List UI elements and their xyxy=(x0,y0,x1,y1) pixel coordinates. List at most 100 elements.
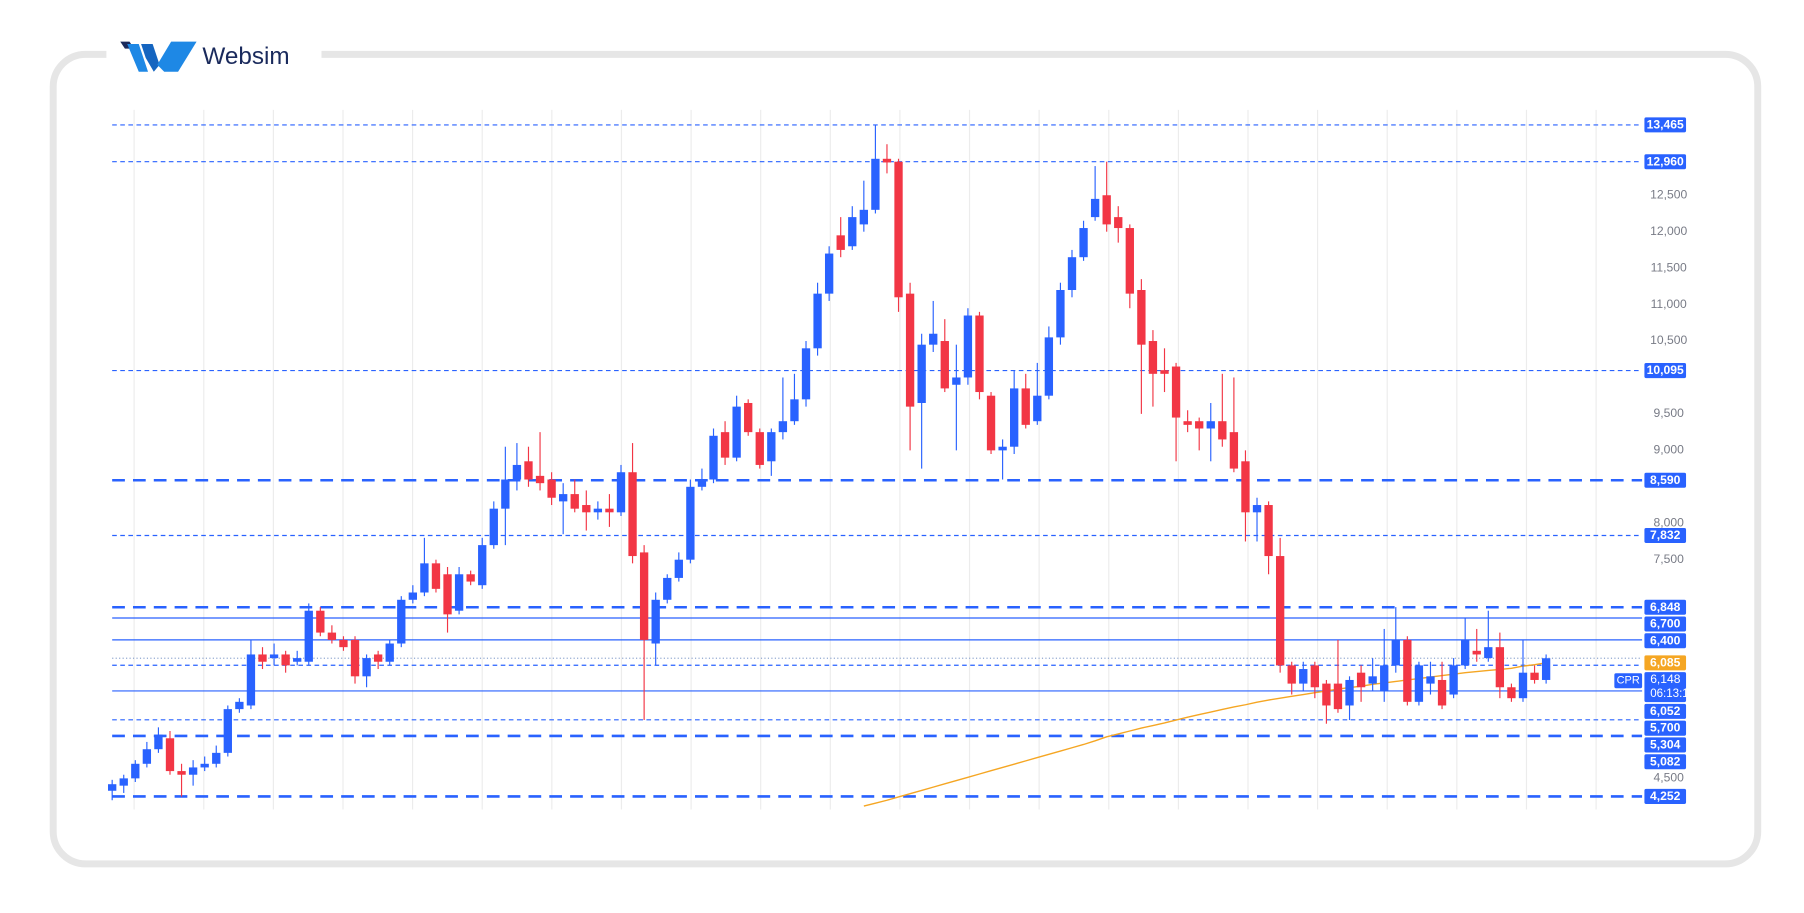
candle-body xyxy=(293,658,302,662)
candle-body xyxy=(1148,341,1158,374)
candle-body xyxy=(327,632,337,640)
candle-body xyxy=(697,479,707,487)
candle-body xyxy=(998,446,1007,451)
candle-body xyxy=(281,654,290,666)
candle-body xyxy=(686,486,695,560)
candle-body xyxy=(1472,650,1481,655)
candle-body xyxy=(975,315,984,393)
candle-body xyxy=(1333,683,1343,710)
tag-box xyxy=(1614,673,1643,689)
candle-body xyxy=(1206,421,1215,429)
candle-body xyxy=(1229,432,1239,469)
candle-body xyxy=(732,406,741,458)
candle-body xyxy=(1495,647,1505,688)
price-label-box xyxy=(1644,672,1687,703)
price-label-box xyxy=(1644,472,1687,488)
candle-body xyxy=(1368,676,1377,684)
candle-body xyxy=(1090,198,1100,218)
logo-icon xyxy=(120,41,197,72)
price-label: 10,095 xyxy=(1647,363,1684,377)
price-label-box xyxy=(1644,737,1687,753)
candle-body xyxy=(431,563,441,589)
candle-body xyxy=(836,235,845,250)
candle-body xyxy=(616,472,626,513)
candle-body xyxy=(824,253,834,294)
candle-body xyxy=(524,461,533,480)
candle-body xyxy=(188,767,198,775)
candle-body xyxy=(443,574,452,615)
candle-body xyxy=(454,574,464,611)
price-label-box xyxy=(1644,703,1687,719)
price-label: 13,465 xyxy=(1647,117,1684,131)
y-tick-label: 9,000 xyxy=(1654,443,1685,457)
candle-body xyxy=(1507,687,1516,699)
candle-body xyxy=(963,315,973,378)
y-tick-label: 9,500 xyxy=(1654,406,1685,420)
candle-body xyxy=(420,563,429,593)
y-tick-label: 11,000 xyxy=(1651,297,1687,311)
candle-body xyxy=(397,599,406,644)
candle-body xyxy=(894,161,903,298)
candle-body xyxy=(582,505,591,513)
candle-body xyxy=(778,421,788,433)
candle-body xyxy=(1530,672,1539,680)
candle-body xyxy=(512,464,522,480)
candle-body xyxy=(466,574,475,582)
price-label: 12,960 xyxy=(1647,154,1684,168)
candle-body xyxy=(720,432,730,458)
candle-body xyxy=(223,709,232,753)
price-label-box xyxy=(1644,788,1687,804)
candle-body xyxy=(304,610,313,662)
price-label-box xyxy=(1644,599,1687,615)
candle-body xyxy=(1114,217,1123,229)
candle-body xyxy=(986,395,996,451)
candle-body xyxy=(339,639,348,648)
tag-label: CPR xyxy=(1617,675,1640,687)
candle-body xyxy=(848,217,857,247)
candle-body xyxy=(1287,665,1296,684)
candle-body xyxy=(1449,665,1458,695)
candle-body xyxy=(929,333,938,345)
candle-body xyxy=(235,701,244,710)
candle-body xyxy=(316,610,325,633)
candle-body xyxy=(882,158,892,163)
y-tick-label: 7,500 xyxy=(1654,552,1685,566)
candle-body xyxy=(1183,421,1192,425)
candle-body xyxy=(709,435,718,480)
candle-body xyxy=(362,658,371,677)
candle-body xyxy=(350,639,360,677)
candle-body xyxy=(1218,421,1227,440)
candle-body xyxy=(258,654,267,662)
price-label-box xyxy=(1644,527,1687,544)
candle-body xyxy=(744,402,753,433)
price-label: 5,082 xyxy=(1650,754,1681,768)
candle-body xyxy=(767,432,776,462)
price-label: 6,700 xyxy=(1650,617,1681,631)
candle-body xyxy=(165,738,175,772)
y-tick-label: 10,500 xyxy=(1650,333,1687,347)
candle-body xyxy=(651,599,660,644)
y-tick-label: 8,000 xyxy=(1654,515,1685,529)
candle-body xyxy=(1299,669,1308,684)
candle-body xyxy=(108,784,117,791)
candle-body xyxy=(1171,366,1181,418)
candle-body xyxy=(501,479,510,509)
candle-body xyxy=(917,344,926,403)
price-label-box xyxy=(1644,633,1687,649)
candle-body xyxy=(246,654,256,706)
candle-body xyxy=(547,479,556,498)
candle-body xyxy=(1033,395,1042,422)
candle-body xyxy=(801,348,811,400)
candle-body xyxy=(1079,228,1088,258)
candle-body xyxy=(408,592,418,600)
price-label-box xyxy=(1644,720,1687,736)
candle-body xyxy=(940,341,949,389)
brand: Websim xyxy=(202,43,289,70)
candle-body xyxy=(813,293,822,349)
price-label: 5,304 xyxy=(1650,737,1681,751)
candle-body xyxy=(269,654,279,659)
candle-body xyxy=(385,643,394,662)
frame xyxy=(49,50,1762,868)
candle-body xyxy=(1102,195,1111,225)
